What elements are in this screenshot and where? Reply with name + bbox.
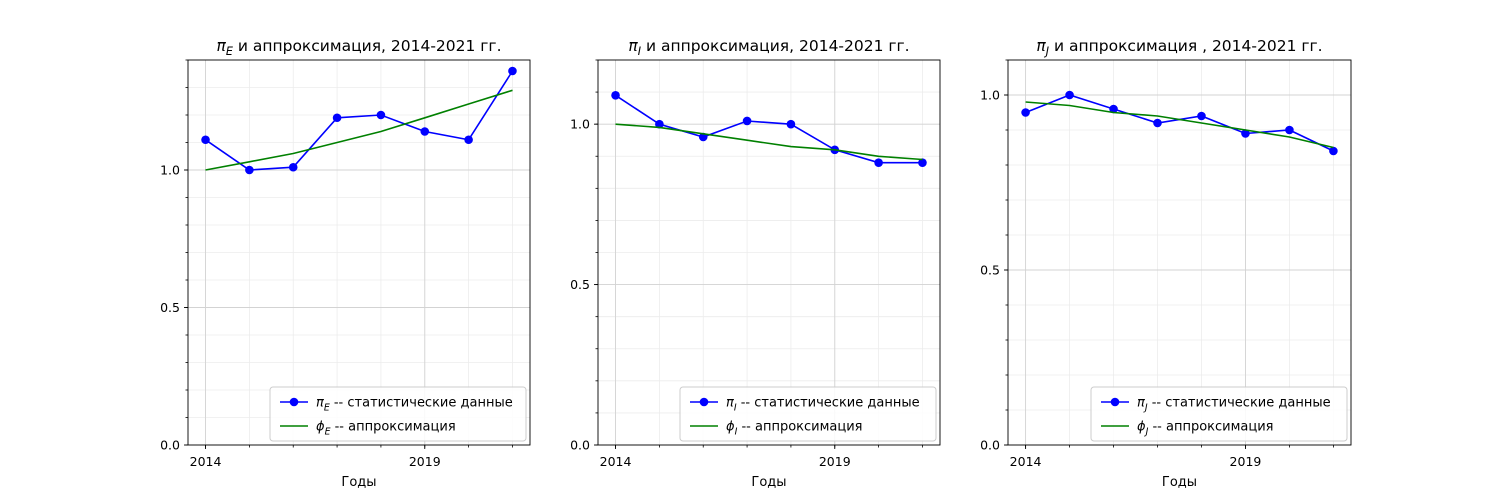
- x-tick-label: 2019: [1230, 454, 1262, 469]
- x-tick-label: 2014: [600, 454, 632, 469]
- legend-entry-approx-symbol: ϕ: [316, 420, 325, 435]
- data-point: [742, 116, 752, 126]
- data-point: [1285, 125, 1294, 135]
- series-line-data: [205, 70, 514, 171]
- data-point: [508, 66, 517, 76]
- chart-title-subscript: E: [226, 45, 234, 58]
- legend-entry-approx-subscript: I: [735, 427, 738, 438]
- data-point: [1065, 90, 1074, 100]
- legend-entry-data-text: -- статистические данные: [737, 396, 920, 411]
- series-line-approx: [615, 123, 923, 161]
- chart-title-symbol: π: [217, 37, 227, 55]
- y-tick-label: 1.0: [980, 88, 1000, 103]
- legend-entry-approx-text: -- аппроксимация: [330, 420, 455, 435]
- y-tick-label: 0.0: [160, 438, 180, 453]
- legend-entry-data-subscript: E: [324, 403, 330, 414]
- legend-entry-approx: ϕI -- аппроксимация: [726, 420, 863, 438]
- x-axis-label: Годы: [1162, 475, 1197, 490]
- chart-title-subscript: I: [638, 45, 641, 58]
- chart-title-symbol: π: [1036, 37, 1046, 55]
- series-line-approx: [205, 89, 513, 171]
- legend-marker: [289, 397, 299, 407]
- x-tick-label: 2019: [819, 454, 851, 469]
- legend-entry-approx-symbol: ϕ: [1137, 420, 1146, 435]
- y-tick-label: 0.0: [570, 438, 590, 453]
- plot-frame: [597, 59, 941, 446]
- legend-entry-data: πI -- статистические данные: [726, 396, 920, 414]
- data-point: [611, 90, 620, 100]
- data-point: [918, 158, 927, 167]
- chart-title-text: и аппроксимация, 2014-2021 гг.: [641, 37, 910, 55]
- y-tick-label: 0.5: [980, 263, 1000, 278]
- legend-entry-approx-symbol: ϕ: [726, 420, 735, 435]
- chart-title-text: и аппроксимация , 2014-2021 гг.: [1049, 37, 1323, 55]
- y-tick-label: 0.5: [570, 277, 590, 292]
- chart-title-symbol: π: [628, 37, 638, 55]
- legend-entry-approx: ϕE -- аппроксимация: [316, 420, 456, 438]
- legend-entry-data: πJ -- статистические данные: [1137, 396, 1331, 414]
- plot-frame: [187, 59, 531, 446]
- series-line-data: [615, 94, 923, 164]
- data-point: [1153, 118, 1162, 128]
- legend-entry-approx-subscript: J: [1144, 427, 1149, 438]
- data-point: [464, 135, 473, 145]
- chart-title: πJ и аппроксимация , 2014-2021 гг.: [1036, 37, 1322, 58]
- data-point: [786, 119, 796, 129]
- legend-entry-data-text: -- статистические данные: [330, 396, 513, 411]
- chart-title: πI и аппроксимация, 2014-2021 гг.: [628, 37, 909, 58]
- x-axis-label: Годы: [341, 475, 376, 490]
- data-point: [1241, 129, 1250, 138]
- data-point: [1197, 111, 1206, 121]
- chart-title-subscript: J: [1044, 45, 1049, 58]
- data-point: [1329, 146, 1338, 156]
- legend-entry-data-subscript: I: [734, 403, 737, 414]
- legend-entry-data-text: -- статистические данные: [1148, 396, 1331, 411]
- y-tick-label: 1.0: [160, 163, 180, 178]
- legend-marker: [1110, 397, 1120, 407]
- legend-entry-data-symbol: π: [726, 396, 734, 411]
- series-line-data: [1025, 94, 1334, 152]
- legend-box: [679, 386, 937, 442]
- data-point: [288, 162, 298, 172]
- legend-entry-data-subscript: J: [1143, 403, 1148, 414]
- legend-entry-data-symbol: π: [316, 396, 324, 411]
- data-point: [420, 127, 430, 136]
- data-point: [245, 165, 254, 175]
- y-tick-label: 1.0: [570, 117, 590, 132]
- legend-entry-approx: ϕJ -- аппроксимация: [1137, 420, 1274, 438]
- legend-entry-approx-subscript: E: [325, 427, 331, 438]
- x-tick-label: 2014: [1010, 454, 1042, 469]
- data-point: [201, 135, 210, 145]
- data-point: [655, 119, 664, 129]
- legend-marker: [699, 397, 709, 407]
- y-tick-label: 0.0: [980, 438, 1000, 453]
- legend-box: [1090, 386, 1348, 442]
- data-point: [874, 158, 883, 167]
- chart-title: πE и аппроксимация, 2014-2021 гг.: [217, 37, 502, 58]
- x-axis-label: Годы: [751, 475, 786, 490]
- legend-entry-data: πE -- статистические данные: [316, 396, 513, 414]
- plot-frame: [1007, 59, 1352, 446]
- x-tick-label: 2019: [409, 454, 441, 469]
- series-line-approx: [1025, 101, 1334, 149]
- data-point: [1021, 108, 1030, 117]
- x-tick-label: 2014: [190, 454, 222, 469]
- data-point: [376, 110, 386, 120]
- legend-entry-approx-text: -- аппроксимация: [737, 420, 862, 435]
- y-tick-label: 0.5: [160, 300, 180, 315]
- legend-entry-approx-text: -- аппроксимация: [1148, 420, 1273, 435]
- data-point: [332, 113, 342, 123]
- data-point: [1109, 104, 1118, 114]
- legend-box: [269, 386, 527, 442]
- legend-entry-data-symbol: π: [1137, 396, 1145, 411]
- chart-title-text: и аппроксимация, 2014-2021 гг.: [233, 37, 502, 55]
